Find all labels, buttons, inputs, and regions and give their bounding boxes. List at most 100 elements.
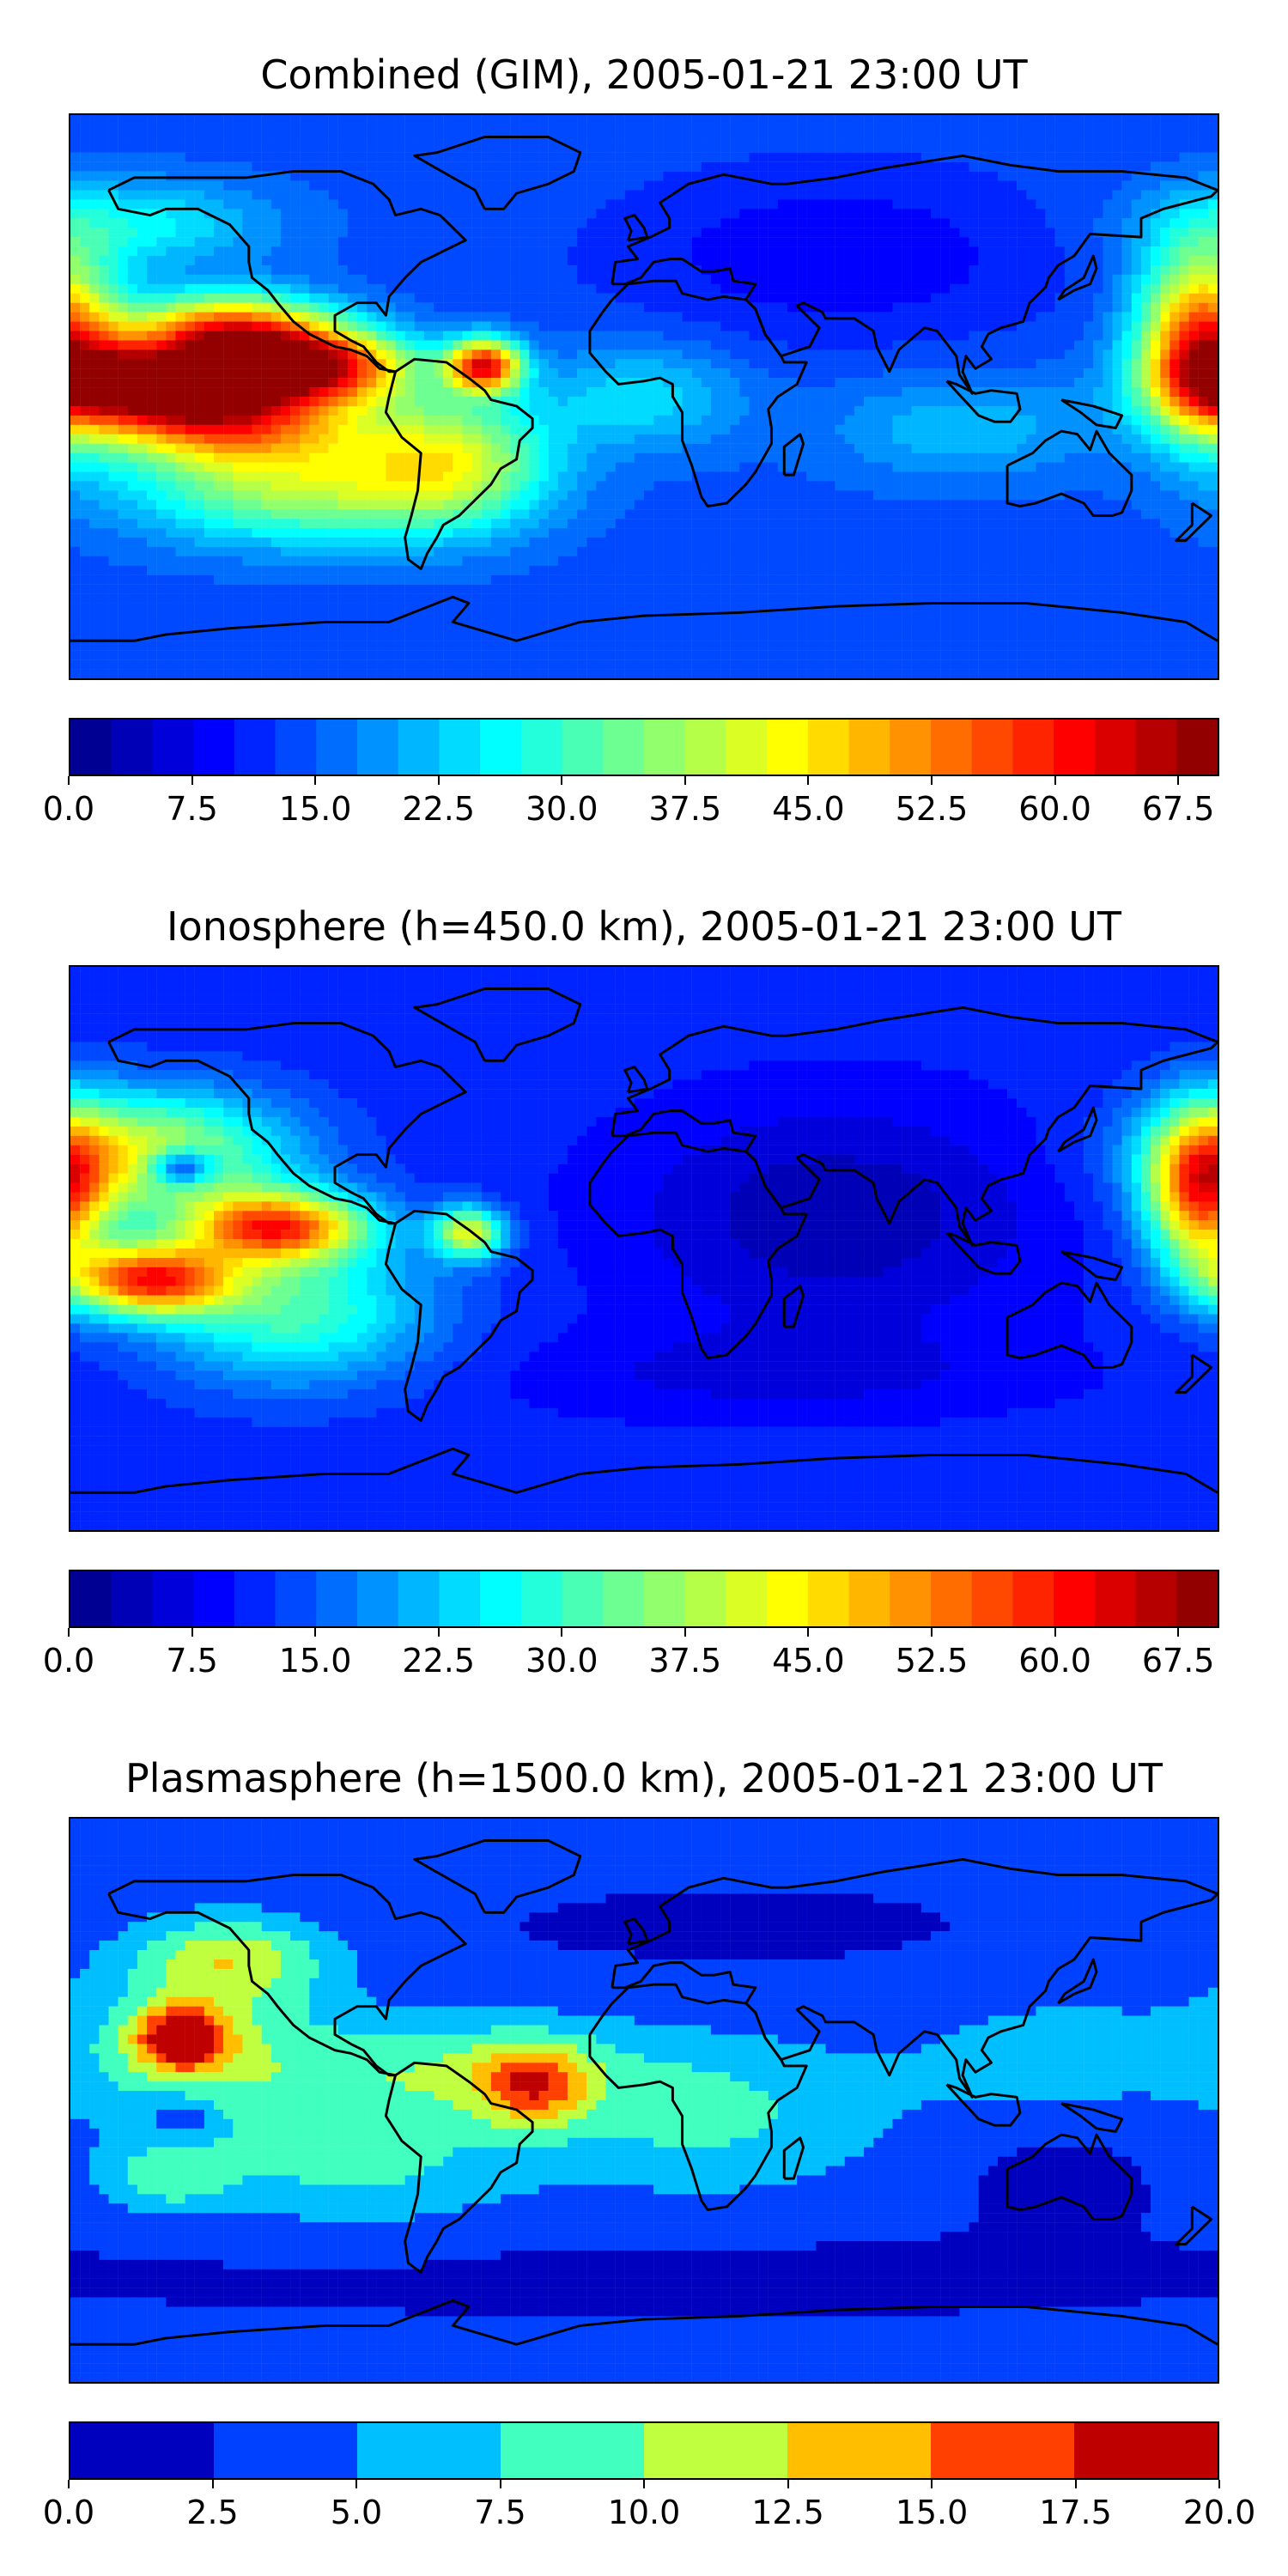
heatmap-cell bbox=[233, 218, 243, 228]
heatmap-cell bbox=[920, 237, 932, 247]
heatmap-cell bbox=[577, 228, 587, 238]
heatmap-cell bbox=[787, 302, 798, 313]
heatmap-cell bbox=[1007, 349, 1018, 360]
heatmap-cell bbox=[471, 415, 482, 425]
heatmap-cell bbox=[166, 397, 176, 407]
heatmap-cell bbox=[1151, 293, 1161, 303]
heatmap-cell bbox=[519, 415, 530, 425]
heatmap-cell bbox=[529, 171, 539, 181]
heatmap-cell bbox=[1131, 321, 1142, 331]
heatmap-cell bbox=[166, 161, 176, 172]
heatmap-cell bbox=[1036, 397, 1046, 407]
heatmap-cell bbox=[1103, 256, 1113, 266]
heatmap-cell bbox=[309, 264, 319, 276]
heatmap-cell bbox=[204, 124, 215, 135]
heatmap-cell bbox=[844, 293, 855, 303]
heatmap-cell bbox=[682, 171, 692, 181]
heatmap-cell bbox=[529, 209, 539, 219]
heatmap-cell bbox=[1188, 246, 1199, 257]
heatmap-cell bbox=[730, 340, 740, 350]
heatmap-cell bbox=[453, 462, 463, 472]
heatmap-cell bbox=[1188, 180, 1199, 191]
heatmap-cell bbox=[777, 405, 788, 416]
heatmap-cell bbox=[720, 368, 731, 379]
heatmap-cell bbox=[80, 359, 90, 369]
heatmap-cell bbox=[166, 340, 176, 350]
heatmap-cell bbox=[911, 180, 922, 191]
heatmap-cell bbox=[337, 171, 349, 181]
heatmap-cell bbox=[854, 302, 865, 313]
heatmap-cell bbox=[404, 312, 415, 322]
heatmap-cell bbox=[1179, 190, 1189, 200]
heatmap-cell bbox=[367, 133, 377, 143]
heatmap-cell bbox=[290, 415, 301, 425]
heatmap-cell bbox=[414, 359, 425, 369]
heatmap-cell bbox=[453, 359, 463, 369]
heatmap-cell bbox=[682, 424, 692, 434]
heatmap-cell bbox=[777, 415, 788, 425]
heatmap-cell bbox=[118, 405, 128, 416]
heatmap-cell bbox=[1026, 124, 1036, 135]
heatmap-cell bbox=[1007, 312, 1018, 322]
heatmap-cell bbox=[672, 274, 683, 284]
heatmap-cell bbox=[99, 246, 109, 257]
heatmap-cell bbox=[357, 264, 368, 276]
heatmap-cell bbox=[969, 133, 979, 143]
heatmap-cell bbox=[147, 293, 157, 303]
heatmap-cell bbox=[519, 143, 530, 153]
heatmap-cell bbox=[194, 490, 205, 501]
heatmap-cell bbox=[950, 293, 960, 303]
heatmap-cell bbox=[835, 321, 845, 331]
heatmap-cell bbox=[252, 237, 262, 247]
heatmap-cell bbox=[309, 228, 319, 238]
heatmap-cell bbox=[453, 293, 463, 303]
heatmap-cell bbox=[118, 462, 128, 472]
heatmap-cell bbox=[347, 397, 358, 407]
heatmap-cell bbox=[844, 321, 855, 331]
heatmap-cell bbox=[605, 415, 616, 425]
heatmap-cell bbox=[118, 443, 128, 453]
heatmap-cell bbox=[166, 481, 176, 491]
heatmap-cell bbox=[70, 453, 81, 463]
heatmap-cell bbox=[538, 415, 549, 425]
heatmap-cell bbox=[1007, 453, 1018, 463]
heatmap-cell bbox=[739, 405, 750, 416]
heatmap-cell bbox=[414, 283, 425, 294]
heatmap-cell bbox=[797, 228, 807, 238]
heatmap-cell bbox=[1084, 293, 1094, 303]
heatmap-cell bbox=[1151, 321, 1161, 331]
heatmap-cell bbox=[376, 237, 386, 247]
heatmap-cell bbox=[510, 171, 520, 181]
heatmap-cell bbox=[1140, 462, 1151, 472]
heatmap-cell bbox=[997, 190, 1008, 200]
heatmap-cell bbox=[911, 378, 922, 388]
heatmap-cell bbox=[214, 434, 224, 444]
heatmap-cell bbox=[1151, 443, 1161, 453]
heatmap-cell bbox=[99, 133, 109, 143]
heatmap-cell bbox=[969, 209, 979, 219]
heatmap-cell bbox=[615, 133, 625, 143]
heatmap-cell bbox=[185, 143, 195, 153]
heatmap-cell bbox=[950, 453, 960, 463]
heatmap-cell bbox=[577, 359, 587, 369]
heatmap-cell bbox=[280, 237, 291, 247]
heatmap-cell bbox=[777, 190, 788, 200]
heatmap-cell bbox=[490, 180, 501, 191]
heatmap-cell bbox=[471, 424, 482, 434]
heatmap-cell bbox=[328, 312, 338, 322]
heatmap-cell bbox=[806, 152, 817, 162]
heatmap-cell bbox=[309, 274, 319, 284]
heatmap-cell bbox=[596, 124, 606, 135]
heatmap-cell bbox=[510, 274, 520, 284]
heatmap-cell bbox=[806, 359, 817, 369]
heatmap-cell bbox=[242, 264, 252, 276]
heatmap-cell bbox=[538, 443, 549, 453]
heatmap-cell bbox=[261, 293, 271, 303]
heatmap-cell bbox=[99, 387, 109, 398]
heatmap-cell bbox=[691, 274, 702, 284]
heatmap-cell bbox=[1121, 209, 1132, 219]
heatmap-cell bbox=[319, 143, 329, 153]
heatmap-cell bbox=[252, 218, 262, 228]
heatmap-cell bbox=[567, 218, 578, 228]
heatmap-cell bbox=[950, 368, 960, 379]
